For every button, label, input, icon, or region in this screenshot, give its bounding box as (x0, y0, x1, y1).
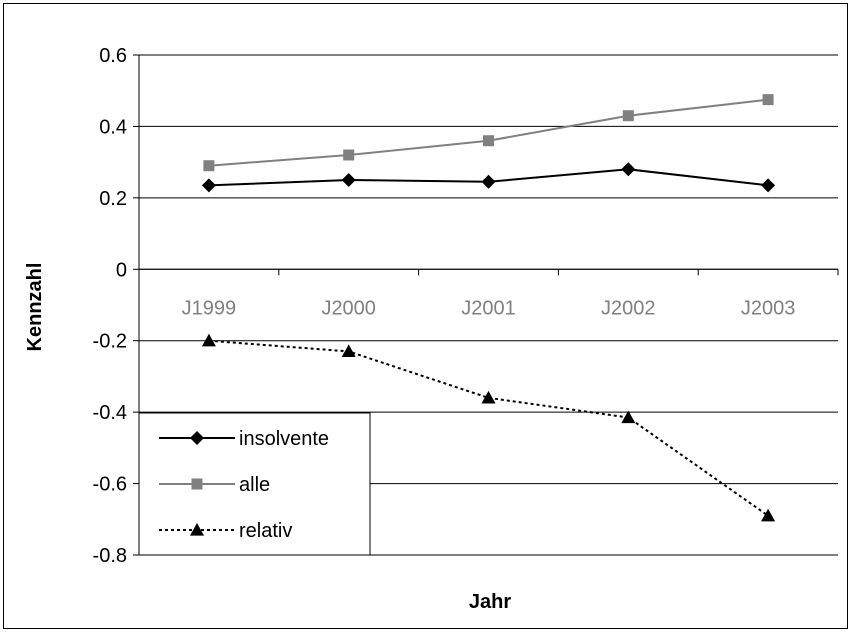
legend-label: alle (239, 474, 270, 496)
x-category-label: J2002 (601, 297, 656, 319)
data-point (483, 135, 494, 147)
data-point (621, 162, 636, 177)
data-point (201, 178, 216, 193)
legend-label: relativ (239, 520, 292, 542)
y-tick-label: 0 (116, 259, 127, 281)
x-category-label: J2003 (741, 297, 796, 319)
data-point (481, 174, 496, 189)
x-axis-categories: J1999 J2000 J2001 J2002 J2003 (138, 268, 839, 319)
data-point (622, 110, 634, 122)
legend-marker (190, 523, 204, 536)
legend: insolvente alle relativ (138, 412, 371, 556)
y-tick-label: 0.2 (99, 188, 127, 210)
data-point (203, 160, 215, 172)
data-point (761, 178, 776, 193)
data-point (481, 390, 496, 404)
series-relativ (201, 333, 776, 522)
legend-marker (191, 478, 203, 490)
y-tick-label: -0.8 (93, 545, 127, 567)
y-tick-label: -0.2 (93, 331, 127, 353)
data-point (762, 94, 774, 106)
series-line (208, 98, 769, 167)
y-tick-label: 0.6 (99, 45, 127, 67)
data-point (761, 508, 776, 522)
y-tick-label: -0.6 (93, 474, 127, 496)
x-axis-title: Jahr (469, 591, 511, 613)
x-category-label: J2000 (321, 297, 376, 319)
legend-marker (190, 431, 204, 445)
y-tick-label: 0.4 (99, 116, 127, 138)
series-alle (203, 94, 774, 172)
series-layer (201, 94, 776, 522)
legend-label: insolvente (239, 428, 329, 450)
x-category-label: J1999 (182, 297, 237, 319)
y-axis-ticks: 0.6 0.4 0.2 0 -0.2 -0.4 -0.6 -0.8 (93, 45, 140, 567)
data-point (343, 149, 355, 161)
y-axis-title: Kennzahl (24, 263, 46, 352)
x-category-label: J2001 (461, 297, 516, 319)
y-tick-label: -0.4 (93, 402, 127, 424)
series-insolvente (201, 162, 776, 193)
data-point (201, 333, 216, 347)
data-point (341, 173, 356, 187)
data-point (621, 410, 636, 424)
data-point (341, 344, 356, 358)
